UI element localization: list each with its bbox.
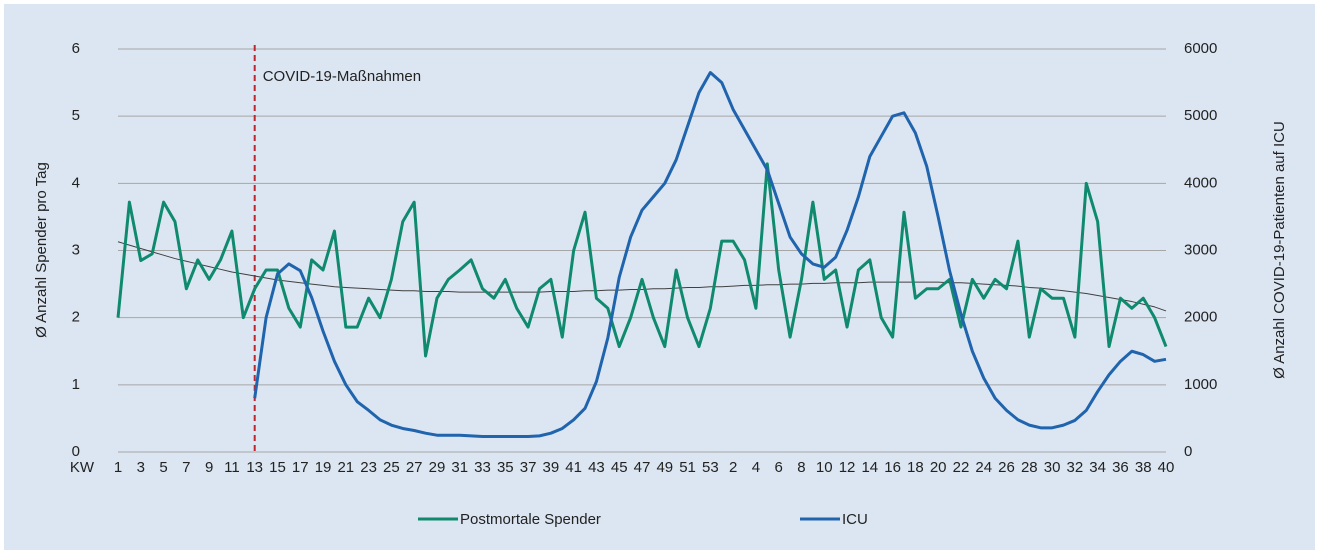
series-line — [116, 162, 1168, 358]
y-tick-label: 0 — [72, 443, 80, 460]
x-tick-label: 29 — [429, 459, 446, 476]
x-tick-label: 15 — [269, 459, 286, 476]
x-tick-label: 16 — [884, 459, 901, 476]
x-tick-label: 24 — [975, 459, 992, 476]
x-tick-label: 12 — [839, 459, 856, 476]
x-tick-label: 28 — [1021, 459, 1038, 476]
y2-tick-label: 0 — [1184, 443, 1192, 460]
y-tick-label: 4 — [72, 174, 80, 191]
x-tick-label: 18 — [907, 459, 924, 476]
x-tick-label: 2 — [729, 459, 737, 476]
annotation: COVID-19-Maßnahmen — [263, 68, 421, 85]
series-line — [253, 71, 1167, 439]
x-tick-label: 25 — [383, 459, 400, 476]
x-tick-label: 33 — [474, 459, 491, 476]
x-tick-label: 37 — [520, 459, 537, 476]
y2-tick-label: 5000 — [1184, 107, 1217, 124]
x-tick-label: 53 — [702, 459, 719, 476]
x-tick-label: 13 — [246, 459, 263, 476]
x-tick-label: 11 — [224, 459, 240, 476]
y-tick-label: 6 — [72, 40, 80, 57]
legend-label: Postmortale Spender — [460, 511, 601, 528]
x-tick-label: 43 — [588, 459, 605, 476]
y2-tick-label: 1000 — [1184, 376, 1217, 393]
x-tick-label: 9 — [205, 459, 213, 476]
legend-label: ICU — [842, 511, 868, 528]
x-tick-label: 7 — [182, 459, 190, 476]
x-tick-label: 23 — [360, 459, 377, 476]
x-tick-label: 41 — [565, 459, 582, 476]
x-tick-label: 51 — [679, 459, 696, 476]
x-tick-label: 40 — [1158, 459, 1175, 476]
y2-tick-label: 6000 — [1184, 40, 1217, 57]
x-tick-label: 4 — [752, 459, 760, 476]
x-tick-label: 6 — [775, 459, 783, 476]
x-tick-label: 32 — [1067, 459, 1084, 476]
x-tick-label: 21 — [337, 459, 354, 476]
y-tick-label: 2 — [72, 309, 80, 326]
x-tick-label: 20 — [930, 459, 947, 476]
background — [4, 4, 1315, 550]
x-axis-label: KW — [70, 459, 95, 476]
y2-tick-label: 2000 — [1184, 309, 1217, 326]
x-tick-label: 39 — [543, 459, 560, 476]
x-tick-label: 10 — [816, 459, 833, 476]
y-tick-label: 1 — [72, 376, 80, 393]
x-tick-label: 38 — [1135, 459, 1152, 476]
y2-tick-label: 3000 — [1184, 241, 1217, 258]
y2-axis-label: Ø Anzahl COVID-19-Patienten auf ICU — [1271, 121, 1288, 379]
x-tick-label: 45 — [611, 459, 628, 476]
x-tick-label: 49 — [656, 459, 673, 476]
x-tick-label: 19 — [315, 459, 332, 476]
y-axis-label: Ø Anzahl Spender pro Tag — [33, 162, 50, 338]
x-tick-label: 27 — [406, 459, 423, 476]
x-tick-label: 26 — [998, 459, 1015, 476]
x-tick-label: 17 — [292, 459, 309, 476]
x-tick-label: 36 — [1112, 459, 1129, 476]
x-tick-label: 3 — [137, 459, 145, 476]
x-tick-label: 5 — [159, 459, 167, 476]
x-tick-label: 34 — [1089, 459, 1106, 476]
x-tick-label: 1 — [114, 459, 122, 476]
y2-tick-label: 4000 — [1184, 174, 1217, 191]
x-tick-label: 30 — [1044, 459, 1061, 476]
y-tick-label: 3 — [72, 241, 80, 258]
x-tick-label: 31 — [451, 459, 468, 476]
x-tick-label: 14 — [861, 459, 878, 476]
x-tick-label: 8 — [797, 459, 805, 476]
y-tick-label: 5 — [72, 107, 80, 124]
x-tick-label: 35 — [497, 459, 514, 476]
x-tick-label: 22 — [953, 459, 970, 476]
x-tick-label: 47 — [634, 459, 651, 476]
